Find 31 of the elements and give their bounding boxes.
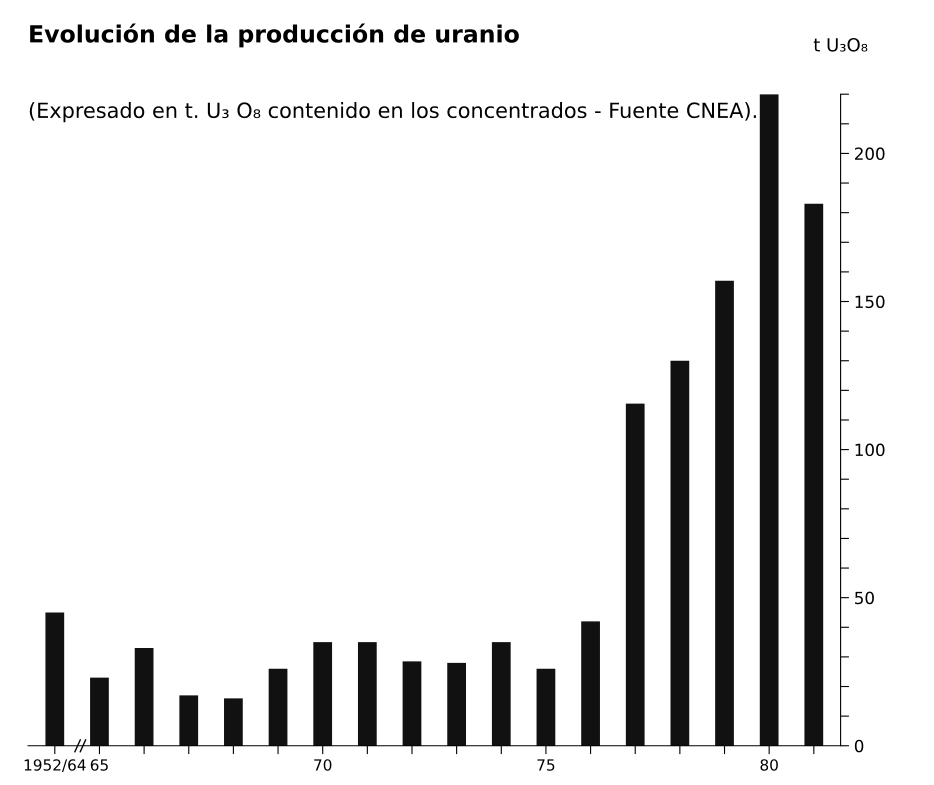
y-tick-label: 0 (854, 740, 864, 752)
bar (581, 621, 600, 746)
x-tick-label: 70 (314, 759, 332, 771)
x-tick-label: 80 (760, 759, 778, 771)
y-tick-label: 150 (856, 295, 884, 308)
bar (715, 280, 734, 746)
bar (90, 678, 109, 746)
bar (447, 662, 466, 746)
bar (45, 612, 64, 746)
y-tick-label: 50 (855, 592, 874, 604)
x-tick-label: 65 (90, 759, 108, 771)
bar (134, 648, 154, 746)
bar (760, 94, 779, 746)
bar (402, 661, 422, 746)
bar (224, 698, 243, 746)
bar (670, 360, 690, 746)
chart-title: Evolución de la producción de uranio (30, 24, 519, 48)
bar (492, 642, 511, 746)
bar (804, 204, 824, 746)
y-tick-label: 200 (855, 147, 884, 160)
bar (313, 642, 332, 746)
x-tick-label: 75 (537, 759, 554, 771)
y-tick-label: 100 (856, 444, 884, 456)
bar (536, 668, 556, 746)
bar (268, 668, 288, 746)
chart-subtitle: (Expresado en t. U₃ O₈ contenido en los concentrados - Fuente CNEA). (30, 102, 756, 122)
bar (626, 404, 645, 746)
x-tick-label: 1952/64 (24, 759, 86, 772)
bar (179, 695, 198, 746)
bar (358, 642, 377, 746)
y-axis-title: t U₃O₈ (814, 38, 868, 52)
